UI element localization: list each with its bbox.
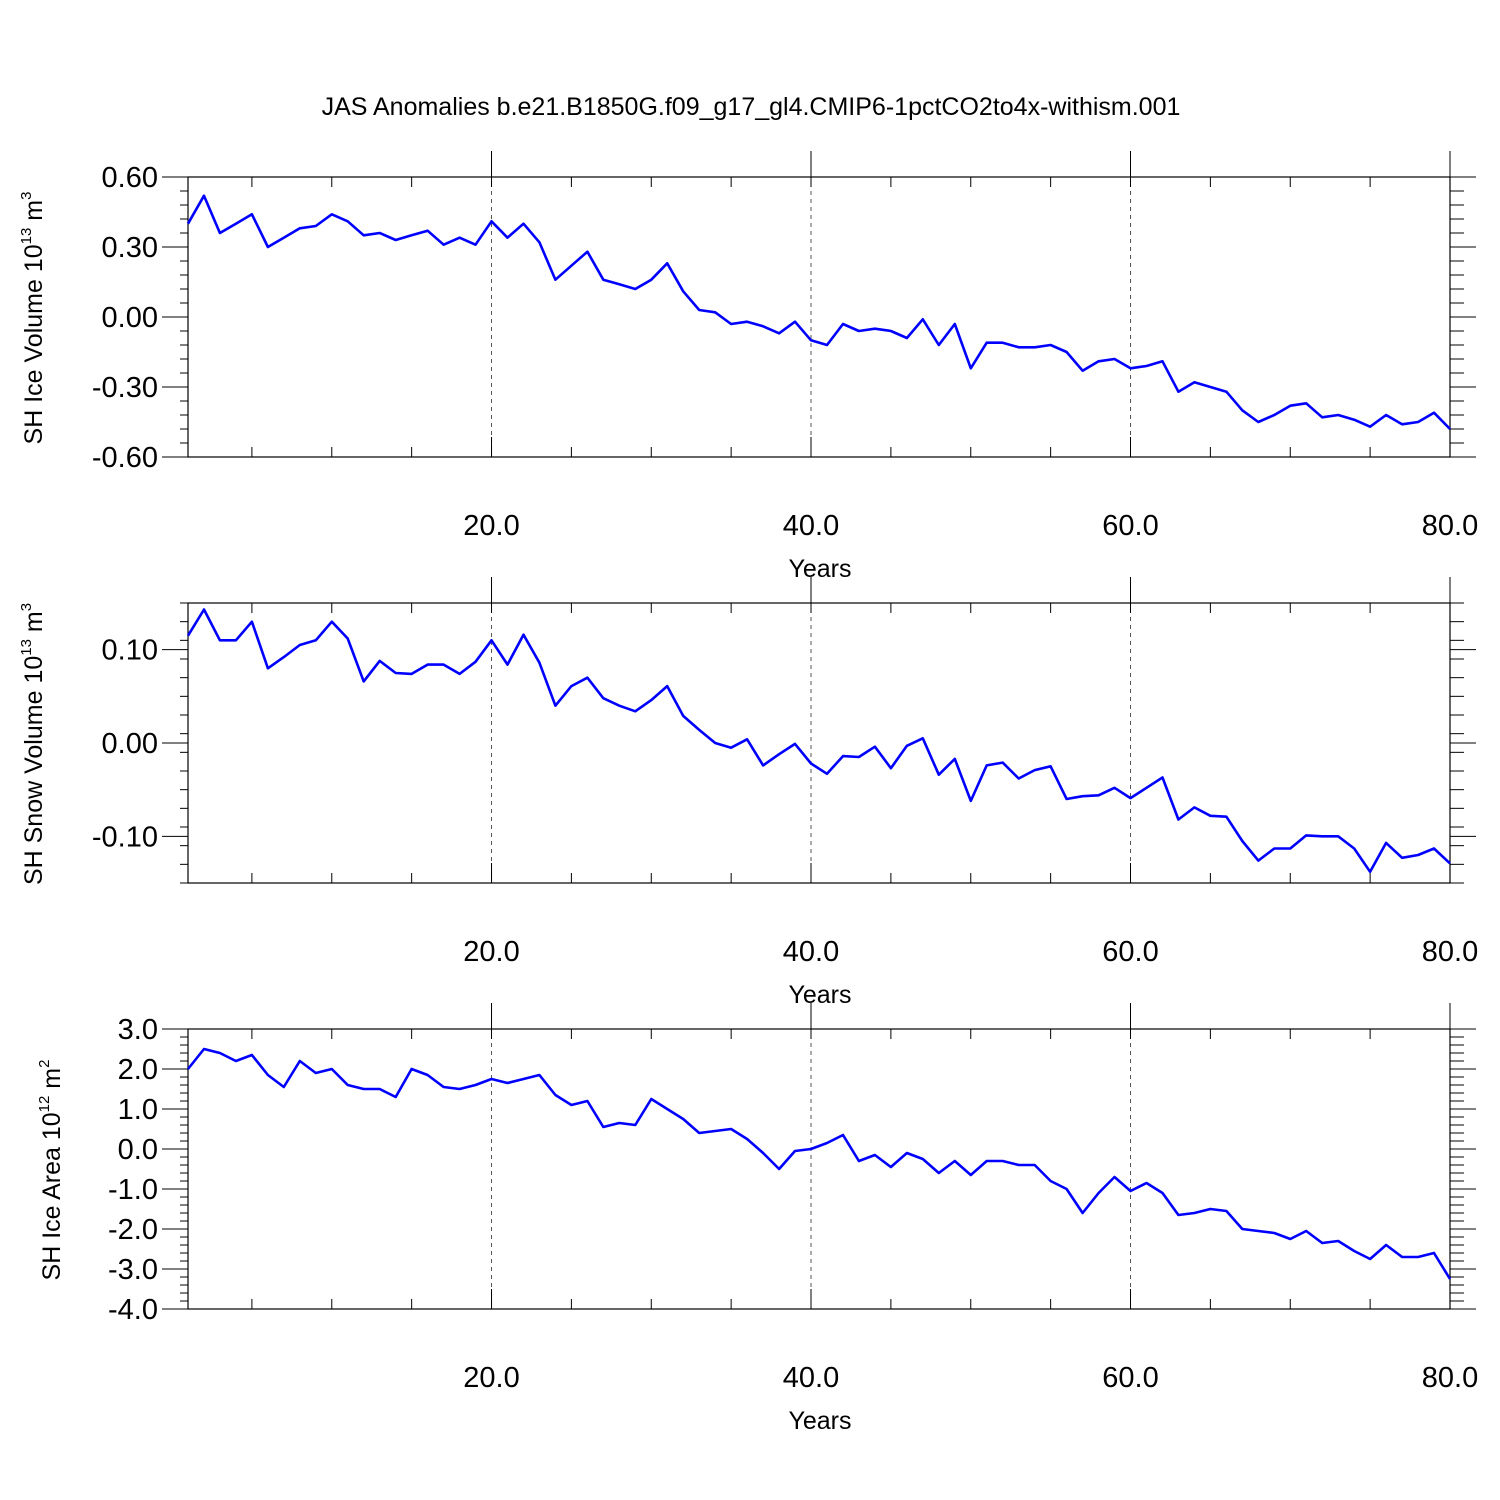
y-tick-label: 0.60 xyxy=(102,162,158,194)
x-tick-label: 60.0 xyxy=(1102,510,1158,542)
ice-volume-panel: Years SH Ice Volume 1013 m3 -0.60 -0.30 0.… xyxy=(18,151,1478,583)
y-tick-label: 0.10 xyxy=(102,635,158,667)
y-axis-title-text: SH Snow Volume 10 xyxy=(20,656,48,885)
y-tick-label: 0.00 xyxy=(102,302,158,334)
plot-frame xyxy=(187,1028,1451,1310)
y-axis-title-unit-exponent: 3 xyxy=(18,192,35,200)
y-tick-label: -3.0 xyxy=(108,1254,158,1286)
plot-frame xyxy=(187,176,1451,458)
snow-volume-panel: Years SH Snow Volume 1013 m3 -0.10 0.00 0.… xyxy=(18,577,1478,1009)
ice-area-panel: Years SH Ice Area 1012 m2 -4.0 -3.0 -2.0 -1… xyxy=(36,1003,1478,1435)
y-tick-label: -0.30 xyxy=(92,372,158,404)
plot-frame xyxy=(187,602,1451,884)
series-line xyxy=(186,1047,1452,1280)
y-axis-title-unit: m xyxy=(38,1068,66,1096)
x-axis-title: Years xyxy=(788,1407,851,1435)
y-axis-title: SH Ice Volume 1013 m3 xyxy=(18,192,48,445)
y-axis-title-unit: m xyxy=(20,200,48,228)
x-axis-title: Years xyxy=(788,555,851,583)
y-axis-title-unit-exponent: 3 xyxy=(18,603,35,611)
x-tick-label: 40.0 xyxy=(783,936,839,968)
series-line xyxy=(186,608,1451,874)
y-axis-title: SH Ice Area 1012 m2 xyxy=(36,1060,66,1281)
x-tick-label: 80.0 xyxy=(1422,510,1478,542)
series-line xyxy=(186,194,1451,430)
y-tick-label: 0.00 xyxy=(102,728,158,760)
y-axis-title-exponent: 13 xyxy=(18,228,35,245)
y-axis-title-unit: m xyxy=(20,611,48,639)
y-tick-label: 3.0 xyxy=(118,1014,158,1046)
x-tick-label: 40.0 xyxy=(783,1362,839,1394)
x-axis-title: Years xyxy=(788,981,851,1009)
y-axis-title-text: SH Ice Area 10 xyxy=(38,1112,66,1280)
y-axis-title-exponent: 13 xyxy=(18,639,35,656)
x-tick-label: 60.0 xyxy=(1102,1362,1158,1394)
x-tick-label: 20.0 xyxy=(463,936,519,968)
x-tick-label: 20.0 xyxy=(463,510,519,542)
y-tick-label: -1.0 xyxy=(108,1174,158,1206)
y-tick-label: -0.60 xyxy=(92,442,158,474)
y-tick-label: 0.0 xyxy=(118,1134,158,1166)
y-tick-label: 0.30 xyxy=(102,232,158,264)
x-tick-label: 80.0 xyxy=(1422,936,1478,968)
y-tick-label: 2.0 xyxy=(118,1054,158,1086)
x-tick-label: 60.0 xyxy=(1102,936,1158,968)
y-tick-label: -4.0 xyxy=(108,1294,158,1326)
y-axis-title: SH Snow Volume 1013 m3 xyxy=(18,603,48,885)
y-axis-title-exponent: 12 xyxy=(36,1096,53,1113)
x-tick-label: 20.0 xyxy=(463,1362,519,1394)
y-tick-label: -0.10 xyxy=(92,821,158,853)
y-axis-title-text: SH Ice Volume 10 xyxy=(20,244,48,444)
x-tick-label: 80.0 xyxy=(1422,1362,1478,1394)
y-tick-label: 1.0 xyxy=(118,1094,158,1126)
y-axis-title-unit-exponent: 2 xyxy=(36,1060,53,1068)
x-tick-label: 40.0 xyxy=(783,510,839,542)
y-tick-label: -2.0 xyxy=(108,1214,158,1246)
chart-title: JAS Anomalies b.e21.B1850G.f09_g17_gl4.C… xyxy=(322,93,1181,121)
